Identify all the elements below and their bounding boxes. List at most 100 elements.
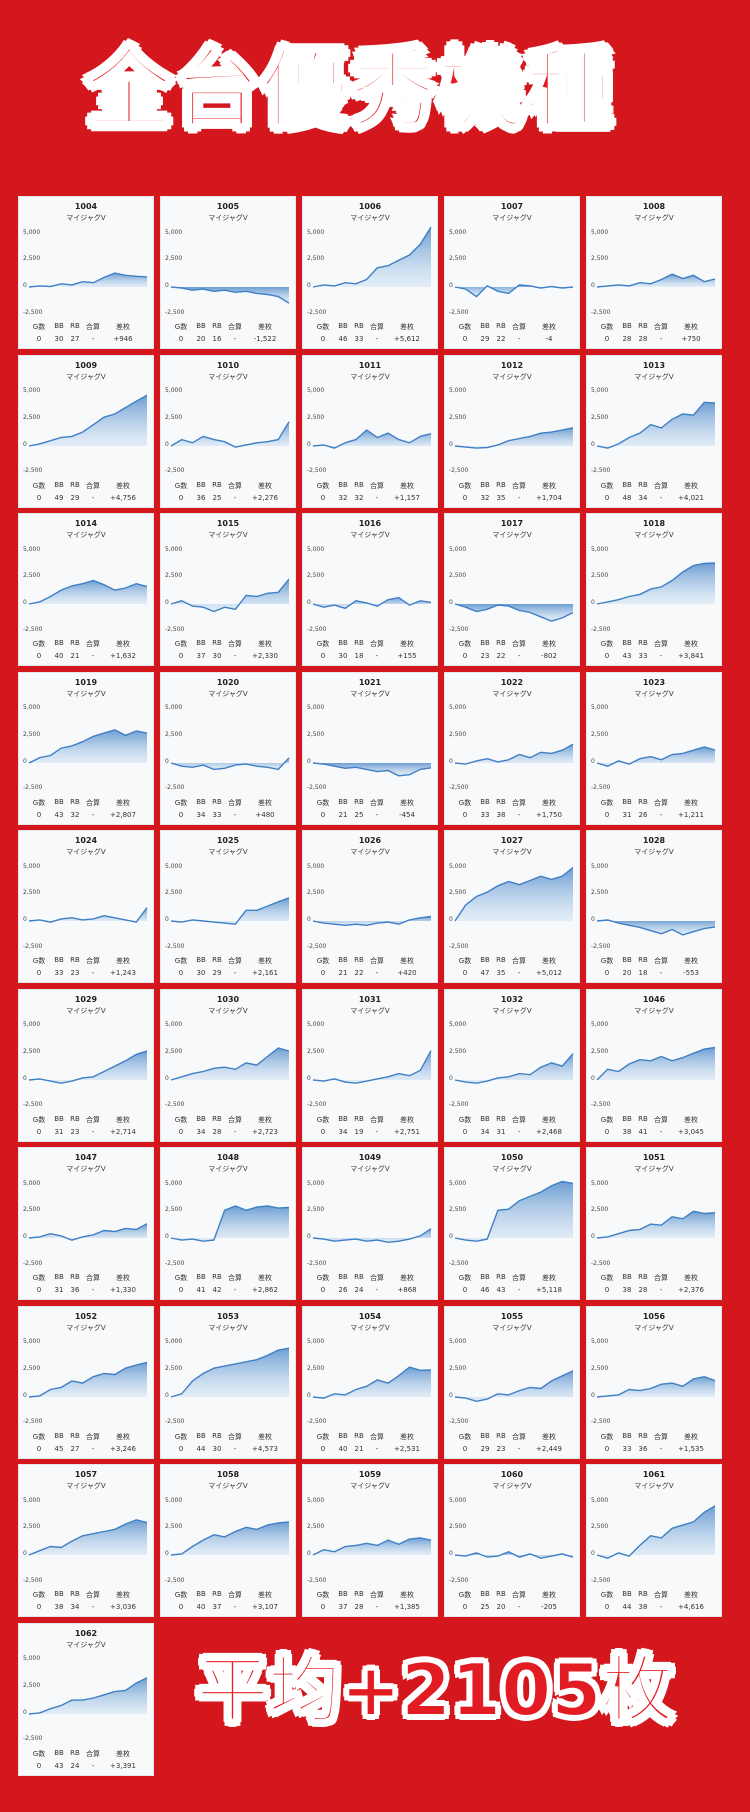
diff-line-chart [170,420,290,448]
y-tick-label: 2,500 [307,1047,325,1055]
stats-header-cell: RB [70,639,80,647]
stats-header-cell: 合算 [370,481,384,490]
machine-model: マイジャグV [634,531,674,539]
machine-number: 1018 [642,519,666,528]
y-tick-label: -2,500 [307,1418,327,1426]
y-tick-label: 5,000 [449,387,467,395]
diff-line-chart [596,1505,716,1559]
stats-value-cell: 30 [338,652,348,660]
stats-value-cell: +4,756 [110,493,136,502]
y-tick-label: 2,500 [591,1047,609,1055]
diff-line-chart [312,1049,432,1084]
diff-line-chart [170,1046,290,1081]
y-tick-label: 5,000 [23,704,41,712]
stats-value-cell: +155 [397,652,417,660]
machine-card: 1060 マイジャグV 5,000 2,500 0 -2,500 G数 BB RB 合算 差枚 0 2… [444,1464,580,1617]
stats-value-cell: +3,391 [110,1761,136,1770]
y-tick-label: 0 [165,1550,169,1557]
machine-model: マイジャグV [208,1006,248,1015]
diff-line [454,603,574,622]
y-tick-label: -2,500 [23,308,43,316]
diff-line [28,394,148,447]
y-tick-label: 5,000 [449,1338,467,1346]
diff-line-chart [454,1180,574,1242]
machine-number: 1019 [74,677,98,687]
machine-card: 1020 マイジャグV 5,000 2,500 0 -2,500 G数 BB RB 合算 差枚 0 3… [160,671,296,825]
machine-card: 1030 マイジャグV 5,000 2,500 0 -2,500 G数 BB RB 合算 差枚 0 3… [160,988,296,1142]
stats-header-cell: 差枚 [116,798,130,807]
y-tick-label: 0 [449,440,453,448]
y-tick-label: 2,500 [165,413,183,421]
diff-line-chart [170,1521,290,1556]
stats-value-cell: +2,330 [252,652,278,660]
y-tick-label: 5,000 [165,387,183,395]
diff-line [170,1347,290,1398]
stats-header-cell: RB [496,322,506,330]
y-tick-label: 2,500 [449,1364,467,1372]
stats-value-cell: 27 [70,1444,80,1453]
stats-header-cell: BB [54,797,64,806]
stats-header-cell: G数 [174,1115,188,1124]
stats-value-cell: - [517,652,521,660]
stats-value-cell: 24 [70,1761,80,1770]
stats-value-cell: -802 [541,652,557,660]
stats-header-cell: G数 [174,323,188,331]
y-tick-label: 5,000 [23,1338,41,1346]
machine-model: マイジャグV [492,372,532,381]
stats-value-cell: - [233,1127,237,1136]
stats-value-cell: 30 [212,1444,222,1453]
stats-header-cell: G数 [316,798,330,807]
machine-number: 1008 [642,202,666,211]
y-tick-label: 2,500 [307,1523,325,1531]
stats-value-cell: 0 [36,969,42,977]
y-tick-label: 0 [165,757,169,765]
stats-header-cell: 合算 [86,1115,100,1124]
stats-header-cell: RB [496,797,506,806]
stats-value-cell: +2,161 [252,969,278,977]
machine-number: 1060 [500,1470,524,1479]
y-tick-label: 2,500 [591,572,609,580]
stats-header-cell: BB [338,797,348,806]
stats-header-cell: BB [622,1114,632,1123]
stats-header-cell: BB [480,322,490,330]
stats-value-cell: 40 [54,652,64,660]
stats-value-cell: 22 [354,969,364,977]
stats-header-cell: RB [70,797,80,806]
stats-header-cell: RB [638,797,648,806]
stats-header-cell: BB [196,1431,206,1440]
stats-header-cell: G数 [32,1591,46,1599]
y-tick-label: 2,500 [307,1206,325,1214]
diff-line-chart [170,897,290,925]
stats-value-cell: 34 [480,1127,490,1136]
stats-header-cell: RB [354,1114,364,1123]
stats-header-cell: 合算 [654,323,668,331]
machine-number: 1059 [358,1470,382,1479]
stats-value-cell: 28 [638,1286,648,1294]
stats-value-cell: - [91,335,95,343]
stats-value-cell: 33 [622,1444,632,1453]
machine-model: マイジャグV [634,1006,674,1015]
stats-value-cell: +3,045 [678,1127,704,1136]
stats-value-cell: +2,751 [394,1127,420,1136]
machine-card: 1007 マイジャグV 5,000 2,500 0 -2,500 G数 BB RB 合算 差枚 0 2… [444,196,580,349]
machine-card: 1015 マイジャグV 5,000 2,500 0 -2,500 G数 BB RB 合算 差枚 0 3… [160,513,296,666]
stats-header-cell: BB [622,480,632,489]
diff-line [170,756,290,770]
y-tick-label: 5,000 [23,1655,41,1663]
stats-value-cell: +2,449 [536,1444,562,1453]
y-tick-label: 0 [591,1074,595,1082]
stats-value-cell: 0 [604,335,610,343]
y-tick-label: 5,000 [165,545,183,553]
y-tick-label: 2,500 [307,572,325,580]
y-tick-label: -2,500 [449,308,469,316]
stats-value-cell: 44 [622,1603,632,1611]
y-tick-label: 2,500 [165,1206,183,1214]
machine-model: マイジャグV [350,1165,390,1173]
stats-header-cell: 差枚 [684,640,698,648]
y-tick-label: -2,500 [591,1101,611,1109]
machine-number: 1007 [500,202,524,211]
y-tick-label: -2,500 [23,467,43,475]
stats-value-cell: +2,376 [678,1286,704,1294]
machine-number: 1046 [642,994,666,1004]
stats-value-cell: 24 [354,1286,364,1294]
